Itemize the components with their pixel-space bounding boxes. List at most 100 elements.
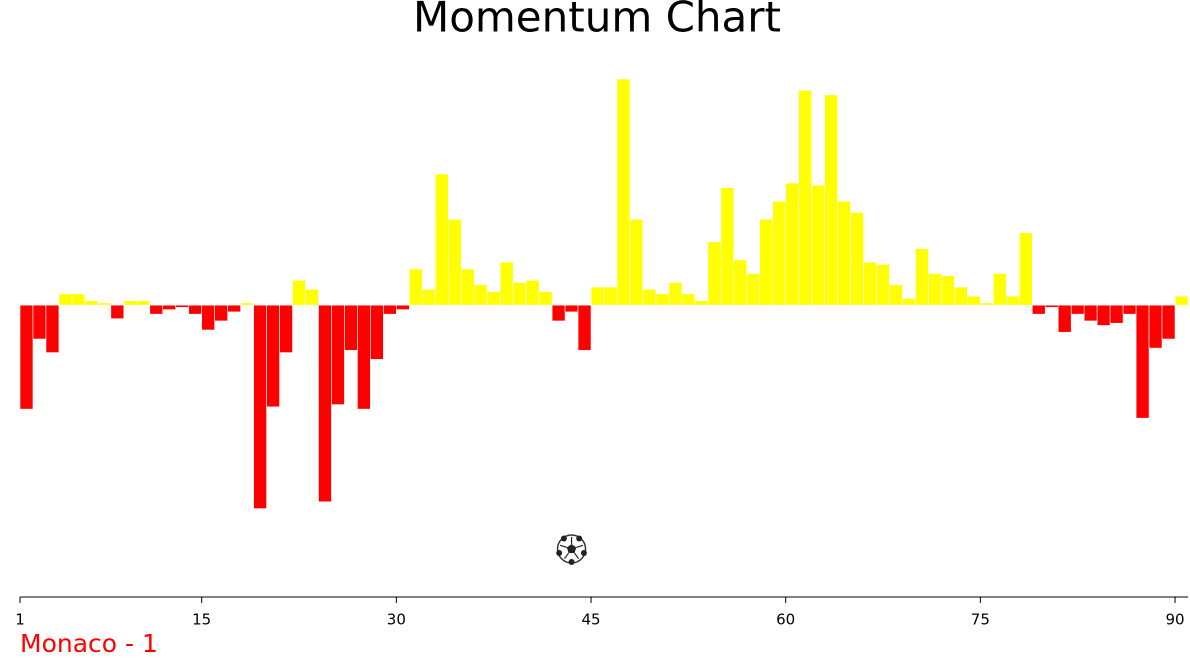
momentum-bar	[1109, 304, 1124, 324]
momentum-bar	[396, 304, 410, 310]
momentum-bar	[227, 304, 241, 313]
momentum-bar	[32, 304, 47, 340]
momentum-bar	[383, 304, 397, 315]
momentum-bar	[58, 293, 73, 306]
momentum-bar	[422, 289, 436, 306]
momentum-bar	[1057, 304, 1072, 333]
momentum-bar	[266, 304, 280, 408]
momentum-bar	[850, 212, 864, 306]
ball-seam	[576, 544, 584, 549]
momentum-bar	[954, 286, 968, 306]
momentum-bar	[1044, 304, 1059, 308]
momentum-bar	[785, 182, 799, 306]
momentum-bar	[1083, 304, 1098, 322]
momentum-bar	[214, 304, 228, 322]
momentum-bar	[707, 241, 722, 306]
momentum-bar	[486, 291, 501, 306]
momentum-bar	[668, 282, 683, 306]
momentum-bar	[19, 304, 34, 410]
momentum-bar	[97, 302, 112, 306]
team-label: Monaco - 1	[20, 629, 158, 658]
momentum-bar	[798, 90, 812, 306]
momentum-bar	[473, 284, 488, 306]
momentum-bar	[551, 304, 566, 322]
momentum-bar	[331, 304, 345, 405]
x-tick-label: 90	[1165, 611, 1184, 629]
momentum-bar	[694, 300, 709, 306]
x-tick-label: 45	[581, 611, 600, 629]
momentum-bar	[772, 200, 786, 306]
momentum-bar	[980, 302, 994, 306]
chart-title: Momentum Chart	[413, 0, 781, 42]
momentum-bar	[201, 304, 215, 331]
momentum-bar	[512, 282, 527, 306]
momentum-bar	[863, 261, 877, 306]
ball-seam	[559, 544, 567, 549]
momentum-bar	[188, 304, 202, 315]
momentum-bar	[837, 200, 851, 306]
ball-seam	[574, 552, 580, 560]
momentum-bar	[344, 304, 358, 351]
momentum-bar	[149, 304, 164, 315]
momentum-bar	[967, 295, 981, 306]
momentum-bar	[681, 293, 696, 306]
momentum-bar	[525, 279, 540, 306]
momentum-bar	[240, 302, 254, 306]
momentum-bar	[357, 304, 371, 410]
momentum-bar	[824, 94, 838, 306]
momentum-bar	[876, 264, 890, 306]
x-tick-label: 75	[971, 611, 990, 629]
momentum-bar	[1006, 295, 1020, 306]
momentum-bar	[370, 304, 384, 360]
momentum-bar	[253, 304, 267, 509]
momentum-bar	[577, 304, 592, 351]
momentum-bar	[564, 304, 579, 313]
momentum-bar	[136, 300, 151, 306]
momentum-bar	[434, 173, 449, 306]
momentum-bar	[84, 300, 99, 306]
momentum-bar	[175, 304, 190, 308]
momentum-bar	[1096, 304, 1111, 326]
momentum-bar	[318, 304, 332, 503]
ball-seam	[564, 552, 570, 560]
x-tick-label: 60	[776, 611, 795, 629]
momentum-bar	[811, 185, 825, 306]
momentum-bar	[292, 279, 306, 306]
momentum-bar	[629, 218, 644, 306]
momentum-bar	[447, 218, 462, 306]
momentum-bar	[1135, 304, 1150, 419]
momentum-bar	[1031, 304, 1046, 315]
momentum-bar	[71, 293, 86, 306]
momentum-bar	[733, 259, 748, 306]
momentum-bar	[409, 268, 423, 306]
momentum-bar	[928, 273, 942, 306]
momentum-bar	[45, 304, 60, 353]
momentum-bar	[603, 286, 618, 306]
ball-patch	[576, 535, 583, 542]
momentum-bar	[1122, 304, 1137, 315]
momentum-bar	[1070, 304, 1085, 315]
momentum-bar	[1174, 295, 1189, 306]
momentum-bar	[941, 275, 955, 306]
momentum-bar	[590, 286, 605, 306]
momentum-bar	[1161, 304, 1176, 340]
momentum-bar	[759, 218, 774, 306]
ball-patch	[580, 550, 587, 557]
x-tick-label: 30	[387, 611, 406, 629]
momentum-bar	[889, 284, 903, 306]
momentum-bar	[499, 261, 514, 306]
momentum-bar	[642, 289, 657, 306]
momentum-bar	[279, 304, 293, 353]
momentum-bar	[1018, 232, 1033, 306]
ball-patch	[566, 544, 577, 554]
goal-icon	[556, 534, 587, 565]
momentum-bar	[460, 268, 475, 306]
momentum-bar	[915, 248, 929, 306]
momentum-bar	[110, 304, 125, 319]
momentum-bar	[746, 273, 761, 306]
momentum-bar	[162, 304, 177, 310]
ball-patch	[556, 550, 563, 557]
momentum-bar	[720, 187, 735, 306]
ball-patch	[560, 535, 567, 542]
